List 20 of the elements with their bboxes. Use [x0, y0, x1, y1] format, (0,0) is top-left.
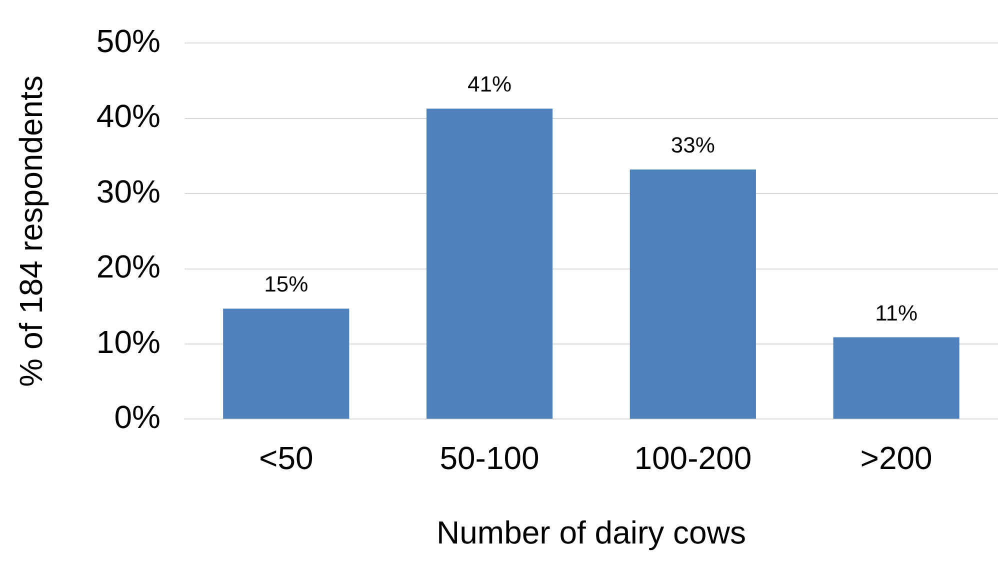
bar [426, 108, 553, 419]
x-tick-label: 100-200 [634, 440, 752, 476]
y-tick-label: 10% [96, 324, 160, 360]
data-label: 33% [670, 132, 715, 158]
x-tick-label: 50-100 [440, 440, 540, 476]
y-tick-label: 50% [96, 23, 160, 60]
data-label: 11% [875, 300, 918, 326]
x-tick-label: <50 [259, 440, 314, 476]
y-tick-label: 40% [96, 98, 160, 134]
y-tick-label: 20% [96, 248, 160, 285]
data-label: 41% [468, 72, 512, 97]
y-axis-title: % of 184 respondents [13, 76, 50, 387]
bar [630, 170, 756, 419]
y-tick-label: 0% [114, 399, 160, 436]
x-tick-label: >200 [860, 440, 932, 476]
data-label: 15% [264, 272, 308, 297]
bar [833, 337, 960, 419]
y-tick-label: 30% [96, 173, 160, 210]
bar [223, 308, 350, 419]
x-axis-title: Number of dairy cows [436, 514, 746, 551]
